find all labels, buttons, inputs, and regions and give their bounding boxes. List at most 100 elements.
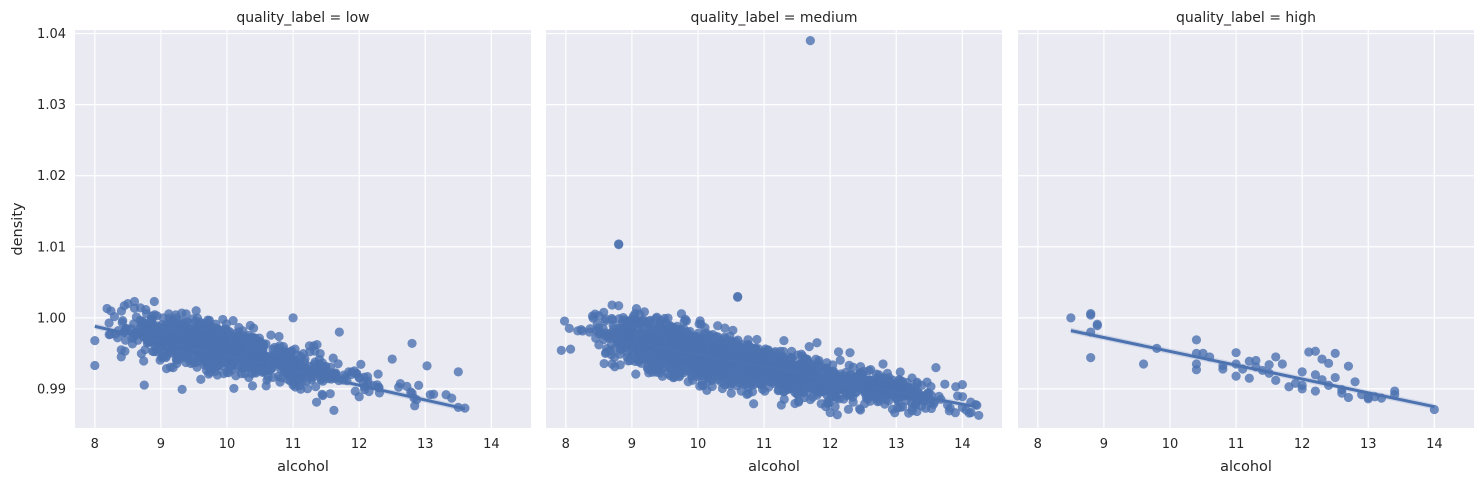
data-point — [835, 355, 845, 365]
x-tick-label: 13 — [888, 437, 905, 452]
data-point — [607, 359, 617, 369]
data-point — [192, 362, 202, 372]
data-point — [249, 361, 259, 371]
x-tick-label: 8 — [91, 437, 99, 452]
data-point — [304, 361, 314, 371]
data-point — [664, 320, 674, 331]
data-point — [957, 380, 967, 390]
data-point — [728, 343, 738, 354]
x-tick-label: 13 — [417, 437, 434, 452]
data-point — [738, 339, 748, 350]
data-point — [112, 333, 123, 343]
data-point — [855, 405, 866, 415]
data-point — [244, 372, 254, 383]
data-point — [1330, 348, 1340, 358]
data-point — [676, 309, 687, 319]
data-point — [559, 316, 570, 326]
data-point — [118, 316, 128, 326]
data-point — [811, 354, 821, 364]
data-point — [646, 315, 656, 325]
data-point — [904, 408, 914, 418]
data-point — [703, 376, 713, 386]
data-point — [752, 334, 762, 345]
data-point — [198, 351, 208, 361]
data-point — [833, 347, 844, 357]
data-point — [325, 389, 335, 399]
data-point — [867, 391, 877, 401]
data-point — [631, 304, 642, 314]
data-point — [832, 393, 842, 403]
x-tick-label: 9 — [157, 437, 165, 452]
x-axis-label: alcohol — [748, 459, 800, 475]
data-point — [144, 323, 154, 334]
data-point — [1231, 348, 1241, 358]
data-point — [771, 373, 781, 383]
data-point — [263, 372, 273, 382]
data-point — [274, 331, 284, 342]
data-point — [663, 329, 673, 339]
data-point — [829, 367, 839, 377]
data-point — [742, 347, 753, 357]
data-point — [230, 329, 240, 339]
data-point — [288, 313, 298, 323]
data-point — [1244, 373, 1254, 383]
data-point — [212, 370, 223, 380]
data-point — [1350, 377, 1360, 387]
data-point — [266, 330, 276, 340]
data-point — [895, 367, 905, 377]
data-point — [1297, 367, 1307, 377]
data-point — [298, 348, 308, 359]
data-point — [311, 382, 321, 392]
y-tick-label: 1.04 — [37, 27, 66, 42]
data-point — [274, 357, 285, 368]
data-point — [743, 388, 753, 399]
x-tick-label: 12 — [822, 437, 839, 452]
data-point — [790, 398, 800, 409]
data-point — [679, 324, 689, 334]
facet-title: quality_label = medium — [691, 10, 858, 26]
data-point — [1324, 358, 1334, 368]
data-point — [122, 324, 132, 334]
data-point — [782, 377, 793, 387]
data-point — [600, 348, 611, 358]
data-point — [845, 348, 855, 358]
data-point — [1310, 370, 1320, 380]
data-point — [822, 358, 832, 368]
data-point — [599, 358, 609, 369]
data-point — [109, 312, 120, 322]
data-point — [760, 354, 770, 364]
x-tick-label: 11 — [756, 437, 773, 452]
data-point — [564, 323, 574, 333]
data-point — [1337, 388, 1347, 398]
regression-line — [94, 324, 466, 411]
data-point — [901, 384, 911, 394]
data-point — [565, 344, 576, 354]
data-point — [639, 307, 650, 317]
data-point — [833, 384, 843, 394]
data-point — [1297, 384, 1307, 394]
data-point — [779, 335, 789, 346]
data-point — [149, 296, 159, 307]
data-point — [812, 338, 822, 348]
data-point — [832, 410, 842, 420]
x-tick-label: 8 — [1034, 437, 1042, 452]
data-point — [672, 339, 682, 350]
data-point — [928, 399, 938, 410]
data-point — [625, 355, 635, 366]
x-axis-label: alcohol — [277, 459, 329, 475]
data-point — [208, 342, 218, 353]
data-point — [247, 335, 257, 345]
data-point — [692, 368, 703, 378]
data-point — [116, 352, 126, 362]
data-point — [177, 384, 187, 394]
data-point — [931, 362, 941, 373]
data-point — [349, 366, 360, 376]
data-point — [1343, 392, 1354, 403]
data-point — [311, 397, 322, 407]
regression-line — [1070, 329, 1435, 409]
data-point — [133, 335, 143, 345]
data-point — [201, 331, 211, 341]
data-point — [237, 335, 247, 345]
data-point — [90, 360, 100, 371]
